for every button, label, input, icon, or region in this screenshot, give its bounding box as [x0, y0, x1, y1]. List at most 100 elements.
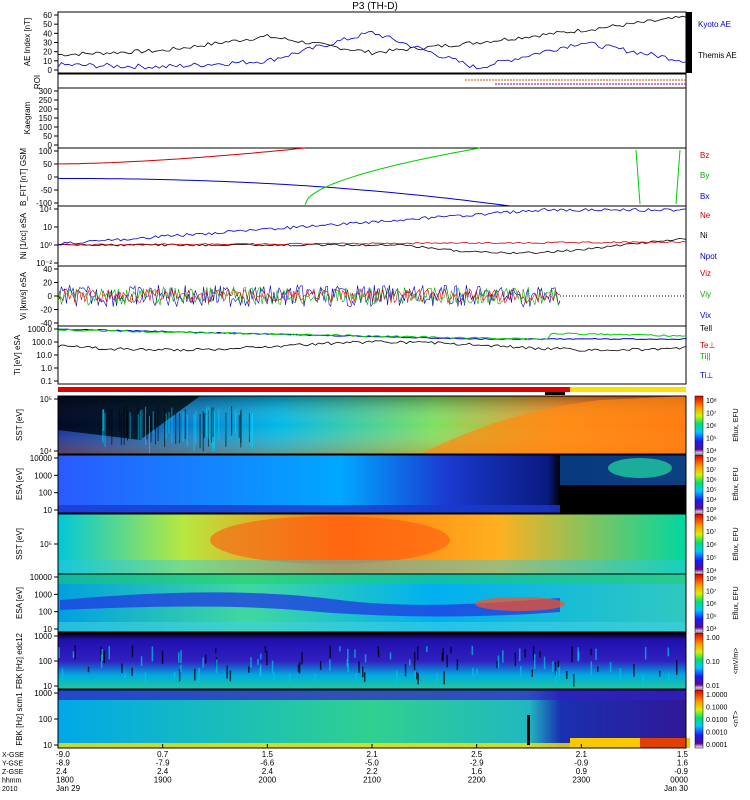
- ae-ylabel: AE Index [nT]: [23, 18, 32, 66]
- fbk1-stripe: [362, 667, 364, 678]
- sst1-stripe: [138, 414, 139, 440]
- sst1-stripe: [195, 411, 196, 444]
- fbk1-stripe: [668, 647, 670, 656]
- fbk1-stripe: [544, 657, 546, 670]
- ytick-label: -50: [40, 186, 52, 195]
- ytick-label: 100: [39, 608, 53, 617]
- xtick-label: Jan 30: [664, 784, 689, 793]
- sst1-stripe: [211, 408, 212, 443]
- fbk1-stripe: [414, 661, 416, 671]
- fbk1-stripe: [502, 650, 504, 663]
- sst1-stripe: [109, 409, 110, 430]
- fbk1-stripe: [205, 655, 207, 664]
- legend-by: By: [700, 171, 709, 180]
- fbk1-stripe: [446, 655, 448, 667]
- kaegram-ylabel: Kaegram: [23, 101, 32, 134]
- colorbar-tick: 10⁴: [706, 448, 717, 455]
- colorbar-tick: 0.0100: [706, 717, 728, 724]
- legend-viz: Viz: [700, 269, 711, 278]
- sst1-stripe: [140, 411, 141, 440]
- panel-esa-2: 10000100010010 ESA [eV]: [15, 573, 686, 634]
- fbk1-stripe: [226, 666, 228, 679]
- ytick-label: 1000: [34, 689, 52, 698]
- esa2-bottom-band: [58, 622, 686, 632]
- sst1-stripe: [225, 413, 226, 447]
- sst1-stripe: [200, 414, 201, 448]
- mode-bar-yellow: [570, 387, 686, 392]
- fbk1-stripe: [73, 651, 75, 658]
- ytick-label: 100: [39, 123, 53, 132]
- fbk1-stripe: [633, 664, 635, 677]
- fbk1-stripe: [131, 668, 133, 676]
- fbk1-stripe: [121, 663, 123, 673]
- colorbar: [695, 633, 703, 689]
- legend-themis-ae: Themis AE: [698, 51, 737, 60]
- colorbar-tick: 10⁵: [706, 614, 717, 621]
- sst1-stripe: [208, 406, 209, 439]
- panel-kaegram: 300250200150100500 Kaegram: [23, 87, 686, 150]
- sst1-stripe: [145, 407, 146, 445]
- ytick-label: -20: [40, 306, 52, 315]
- ytick-label: 40: [43, 29, 52, 38]
- panel-esa-1: 10000100010010 ESA [eV]: [15, 454, 686, 515]
- colorbar-tick: 1.00: [706, 635, 720, 642]
- panel-fbk-2: 100010010 FBK [Hz] scm1: [15, 689, 690, 750]
- legend-bz: Bz: [700, 151, 709, 160]
- colorbar-tick: 10⁶: [706, 542, 717, 549]
- fbk1-stripe: [559, 666, 561, 679]
- colorbar-label: Eflux, EFU: [733, 586, 740, 619]
- fbk2-ylabel: FBK [Hz] scm1: [15, 692, 24, 746]
- panel-fbk-1: 100010010 FBK [Hz] edc12: [15, 632, 686, 691]
- ytick-label: 10⁵: [40, 540, 52, 549]
- ytick-label: 10⁴: [40, 205, 53, 214]
- sst1-stripe: [194, 414, 195, 451]
- sst1-stripe: [141, 409, 142, 439]
- fbk1-stripe: [124, 673, 126, 678]
- legend-tell: Tell: [700, 324, 712, 333]
- fbk1-stripe: [266, 651, 268, 665]
- fbk1-stripe: [595, 649, 597, 660]
- ytick-label: 1000: [34, 632, 52, 641]
- sst1-stripe: [164, 409, 165, 447]
- ytick-label: 50: [43, 20, 52, 29]
- fbk1-stripe: [442, 648, 444, 661]
- colorbar-tick: 10⁸: [706, 516, 717, 523]
- sst1-stripe: [175, 414, 176, 444]
- fbk1-stripe: [573, 674, 575, 687]
- fbk1-stripe: [378, 646, 380, 654]
- fbk1-stripe: [364, 672, 366, 682]
- sst1-stripe: [204, 413, 205, 437]
- fbk1-stripe: [260, 654, 262, 660]
- panel-ae-edge-bar: [686, 12, 692, 73]
- mode-bar-black: [545, 392, 565, 395]
- plot-title: P3 (TH-D): [352, 1, 398, 12]
- esa1-green-patch: [608, 458, 672, 478]
- xtick-label: 2200: [468, 776, 486, 785]
- ytick-label: 10: [43, 506, 52, 515]
- fbk1-stripe: [216, 659, 218, 673]
- panel-sst-2: 10⁵ SST [eV]: [15, 514, 686, 574]
- fbk1-stripe: [414, 652, 416, 660]
- fbk1-stripe: [426, 646, 428, 652]
- fbk1-stripe: [174, 672, 176, 679]
- ytick-label: 10⁲: [43, 223, 52, 232]
- fbk1-stripe: [571, 652, 573, 662]
- legend-kyoto-ae: Kyoto AE: [698, 20, 731, 29]
- xaxis-row-label: 2010: [2, 786, 18, 793]
- panel-ae-frame: [58, 12, 686, 73]
- fbk1-stripe: [534, 654, 536, 669]
- ytick-label: 10⁵: [40, 395, 52, 404]
- sst1-stripe: [171, 408, 172, 443]
- fbk1-stripe: [668, 673, 670, 680]
- fbk1-stripe: [520, 666, 522, 676]
- colorbar: [695, 514, 703, 574]
- colorbar-tick: 0.0001: [706, 742, 728, 749]
- bfield-ylabel: B_FIT [nT] GSM: [19, 148, 28, 206]
- sst1-stripe: [155, 413, 156, 444]
- fbk1-stripe: [109, 646, 111, 659]
- legend-npot: Npot: [700, 252, 718, 261]
- xaxis-row-label: X-GSE: [2, 752, 24, 759]
- panel-ae-index: 6050403020100 AE Index [nT] Kyoto AE The…: [23, 11, 737, 75]
- fbk1-stripe: [457, 659, 459, 670]
- ytick-label: 100: [39, 147, 53, 156]
